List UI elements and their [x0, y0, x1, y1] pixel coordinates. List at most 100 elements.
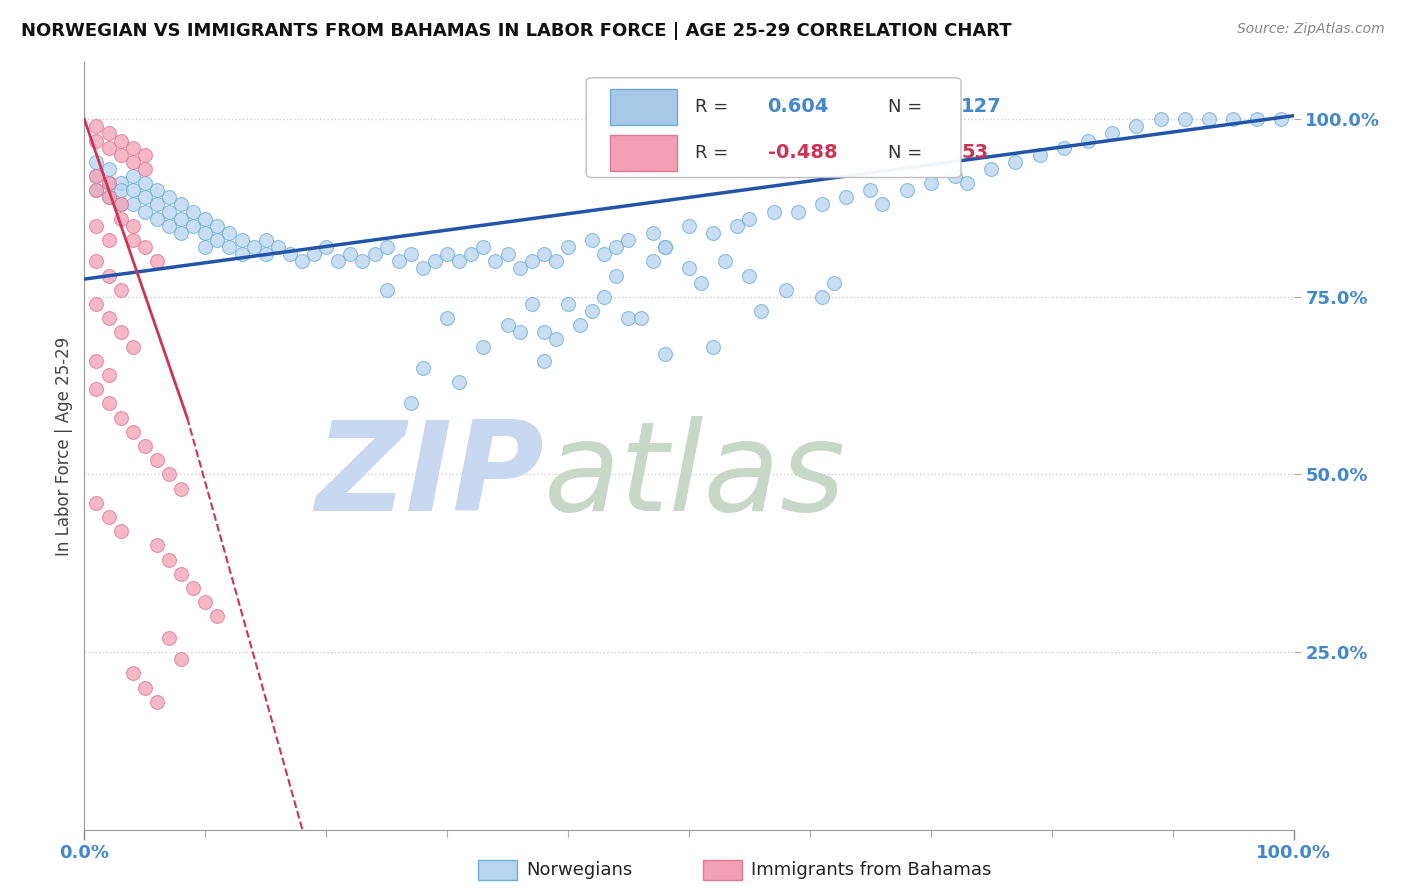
Point: [436, 247, 458, 261]
Point: [678, 261, 700, 276]
Point: [194, 240, 217, 254]
Text: R =: R =: [695, 98, 728, 116]
Point: [157, 467, 180, 482]
Point: [231, 247, 253, 261]
Point: [110, 197, 132, 211]
Point: [170, 482, 193, 496]
Point: [121, 340, 143, 354]
Point: [97, 190, 120, 204]
Point: [339, 247, 361, 261]
Text: Norwegians: Norwegians: [526, 861, 633, 879]
Point: [544, 254, 567, 268]
Point: [121, 183, 143, 197]
Point: [1270, 112, 1292, 127]
Point: [110, 148, 132, 162]
Point: [157, 219, 180, 233]
Point: [751, 304, 773, 318]
Point: [569, 318, 592, 333]
Point: [97, 368, 120, 382]
Point: [110, 134, 132, 148]
Point: [97, 233, 120, 247]
Point: [121, 197, 143, 211]
Point: [181, 581, 204, 595]
Point: [302, 247, 325, 261]
Point: [449, 375, 471, 389]
Point: [725, 219, 748, 233]
Point: [97, 396, 120, 410]
Point: [86, 254, 108, 268]
Point: [97, 176, 120, 190]
Point: [920, 176, 942, 190]
Point: [110, 326, 132, 340]
Point: [472, 240, 495, 254]
Text: 53: 53: [962, 144, 988, 162]
Point: [110, 211, 132, 226]
Point: [146, 695, 169, 709]
Point: [399, 247, 422, 261]
Point: [110, 183, 132, 197]
Point: [375, 240, 398, 254]
Point: [207, 609, 229, 624]
Point: [254, 233, 277, 247]
Point: [121, 141, 143, 155]
Point: [496, 318, 519, 333]
Point: [702, 226, 724, 240]
Point: [605, 268, 627, 283]
Point: [121, 154, 143, 169]
Point: [207, 233, 229, 247]
Point: [157, 631, 180, 645]
Point: [110, 176, 132, 190]
Point: [533, 326, 555, 340]
Point: [181, 219, 204, 233]
Point: [121, 169, 143, 183]
Point: [786, 204, 808, 219]
Point: [97, 161, 120, 176]
Point: [97, 268, 120, 283]
Point: [557, 297, 579, 311]
Text: N =: N =: [889, 98, 922, 116]
Point: [980, 161, 1002, 176]
Point: [509, 326, 531, 340]
Point: [194, 226, 217, 240]
Point: [714, 254, 737, 268]
Point: [593, 290, 616, 304]
Text: 0.604: 0.604: [768, 97, 830, 117]
Point: [593, 247, 616, 261]
Point: [157, 204, 180, 219]
Point: [97, 176, 120, 190]
Point: [412, 261, 434, 276]
Text: atlas: atlas: [544, 417, 846, 537]
Point: [110, 197, 132, 211]
Point: [533, 247, 555, 261]
Point: [134, 204, 156, 219]
Point: [86, 183, 108, 197]
Point: [278, 247, 301, 261]
Point: [423, 254, 446, 268]
Point: [86, 169, 108, 183]
Point: [859, 183, 882, 197]
Point: [605, 240, 627, 254]
Point: [1174, 112, 1197, 127]
Point: [678, 219, 700, 233]
Point: [544, 333, 567, 347]
FancyBboxPatch shape: [610, 88, 676, 126]
Point: [134, 148, 156, 162]
Point: [811, 290, 834, 304]
Point: [956, 176, 979, 190]
Point: [170, 652, 193, 666]
Point: [146, 538, 169, 552]
Point: [242, 240, 264, 254]
Point: [97, 311, 120, 326]
Point: [872, 197, 894, 211]
Point: [170, 197, 193, 211]
Point: [1053, 141, 1076, 155]
Point: [146, 197, 169, 211]
Point: [1004, 154, 1026, 169]
Text: Source: ZipAtlas.com: Source: ZipAtlas.com: [1237, 22, 1385, 37]
Text: R =: R =: [695, 144, 728, 162]
Point: [654, 240, 676, 254]
Point: [146, 211, 169, 226]
Text: -0.488: -0.488: [768, 144, 837, 162]
Point: [617, 233, 640, 247]
Point: [134, 439, 156, 453]
